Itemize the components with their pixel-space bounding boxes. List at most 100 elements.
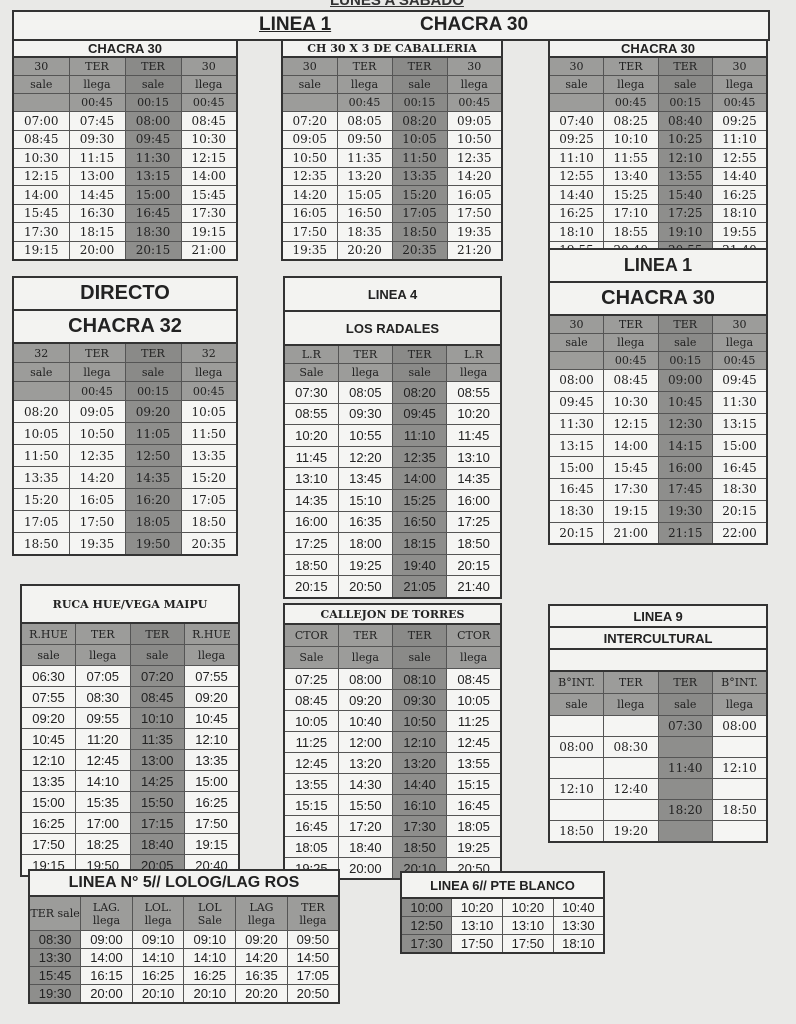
time-cell: 10:45 <box>657 390 713 414</box>
time-cell: 09:20 <box>235 930 288 949</box>
table-row: 17:50 18:35 18:50 19:35 <box>281 222 503 242</box>
table-row: 08:00 08:30 <box>548 736 768 758</box>
time-cell: 13:55 <box>283 773 339 795</box>
column-header: TER <box>657 56 713 76</box>
table-row: 08:45 09:30 09:45 10:30 <box>12 129 238 149</box>
column-header: TER <box>391 56 448 76</box>
time-cell <box>603 799 659 821</box>
time-cell: 14:15 <box>657 434 713 458</box>
table-row: 07:20 08:05 08:20 09:05 <box>281 111 503 131</box>
table-row: 17:05 17:50 18:05 18:50 <box>12 510 238 533</box>
time-cell: 13:55 <box>657 166 713 186</box>
time-cell: 09:25 <box>712 111 768 131</box>
table-title: LINEA 6// PTE BLANCO <box>400 871 605 899</box>
column-header: llega <box>180 362 238 382</box>
table-row: 16:25 17:10 17:25 18:10 <box>548 203 768 223</box>
time-cell: 18:20 <box>657 799 713 821</box>
time-cell: 18:50 <box>391 836 448 858</box>
column-header: 30 <box>180 56 238 76</box>
table-title: LINEA N° 5// LOLOG/LAG ROS <box>28 869 340 897</box>
column-header: LAG. llega <box>80 895 133 931</box>
time-cell: 13:00 <box>68 166 126 186</box>
time-cell: 18:55 <box>603 222 659 242</box>
table-row: 07:25 08:00 08:10 08:45 <box>283 668 502 690</box>
time-cell: 16:30 <box>68 203 126 223</box>
time-cell: 12:10 <box>20 749 76 771</box>
column-header: 00:45 <box>603 351 659 370</box>
column-header: sale <box>124 362 182 382</box>
time-cell: 15:50 <box>129 791 185 813</box>
time-cell <box>712 820 768 843</box>
time-cell: 12:10 <box>548 778 604 800</box>
column-header: TER llega <box>286 895 340 931</box>
table-row: 13:15 14:00 14:15 15:00 <box>548 434 768 458</box>
table-row: 12:55 13:40 13:55 14:40 <box>548 166 768 186</box>
time-cell: 09:05 <box>281 129 338 149</box>
time-cell: 16:50 <box>336 203 393 223</box>
table-title: CH 30 X 3 DE CABALLERIA <box>281 39 503 58</box>
column-header: 30 <box>548 314 604 334</box>
column-header: 00:45 <box>712 351 768 370</box>
time-cell: 07:30 <box>657 715 713 737</box>
column-header: 30 <box>712 314 768 334</box>
time-cell: 15:00 <box>184 770 240 792</box>
time-cell: 12:35 <box>68 444 126 467</box>
time-cell: 13:15 <box>548 434 604 458</box>
time-cell: 17:45 <box>657 477 713 501</box>
table-row: 10:50 11:35 11:50 12:35 <box>281 148 503 168</box>
time-cell: 11:05 <box>124 422 182 445</box>
time-cell: 14:20 <box>235 948 288 967</box>
time-cell: 11:55 <box>603 148 659 168</box>
column-header: TER <box>75 622 131 645</box>
time-cell: 13:40 <box>603 166 659 186</box>
table-title: DIRECTO <box>12 276 238 311</box>
time-cell: 12:45 <box>75 749 131 771</box>
time-cell: 20:10 <box>183 984 237 1004</box>
time-cell: 08:00 <box>548 736 604 758</box>
time-cell: 17:30 <box>12 222 70 242</box>
table-row: 07:00 07:45 08:00 08:45 <box>12 111 238 131</box>
time-cell: 17:50 <box>184 812 240 834</box>
time-cell: 18:50 <box>712 799 768 821</box>
column-header: llega <box>337 646 394 669</box>
column-header: TER <box>68 342 126 363</box>
column-header: TER <box>337 623 394 647</box>
time-cell: 17:25 <box>283 532 339 555</box>
time-cell: 15:45 <box>28 966 82 985</box>
time-cell: 18:05 <box>283 836 339 858</box>
time-cell: 09:30 <box>68 129 126 149</box>
column-header: 00:15 <box>124 381 182 401</box>
time-cell: 17:10 <box>603 203 659 223</box>
time-cell: 08:20 <box>391 381 448 404</box>
chacra30_b-table: CHACRA 30 30 TER TER 30 sale llega sale llega 00:… <box>548 39 768 261</box>
time-cell: 16:25 <box>131 966 185 985</box>
time-cell: 20:35 <box>391 240 448 261</box>
time-cell: 08:45 <box>180 111 238 131</box>
table-row: 07:30 08:00 <box>548 715 768 737</box>
column-header: TER <box>603 314 659 334</box>
time-cell: 09:00 <box>657 369 713 392</box>
column-header <box>12 381 70 401</box>
time-cell: 14:40 <box>712 166 768 186</box>
time-cell: 19:15 <box>12 240 70 261</box>
time-cell: 10:50 <box>68 422 126 445</box>
time-cell: 11:40 <box>657 757 713 779</box>
time-cell: 12:15 <box>12 166 70 186</box>
table-row: 07:30 08:05 08:20 08:55 <box>283 381 502 404</box>
time-cell: 13:20 <box>336 166 393 186</box>
time-cell: 21:15 <box>657 521 713 545</box>
time-cell: 10:30 <box>12 148 70 168</box>
column-header: sale <box>129 644 185 666</box>
time-cell <box>657 820 713 843</box>
time-cell: 18:05 <box>446 815 502 837</box>
column-header: 30 <box>446 56 503 76</box>
time-cell: 09:45 <box>124 129 182 149</box>
table-row: 19:15 20:00 20:15 21:00 <box>12 240 238 261</box>
time-cell: 09:05 <box>68 400 126 423</box>
column-header: 30 <box>712 56 768 76</box>
time-cell: 18:50 <box>12 532 70 556</box>
time-cell: 11:45 <box>446 424 502 447</box>
table-row: 20:15 20:50 21:05 21:40 <box>283 575 502 599</box>
time-cell: 10:05 <box>446 689 502 711</box>
time-cell: 10:25 <box>657 129 713 149</box>
